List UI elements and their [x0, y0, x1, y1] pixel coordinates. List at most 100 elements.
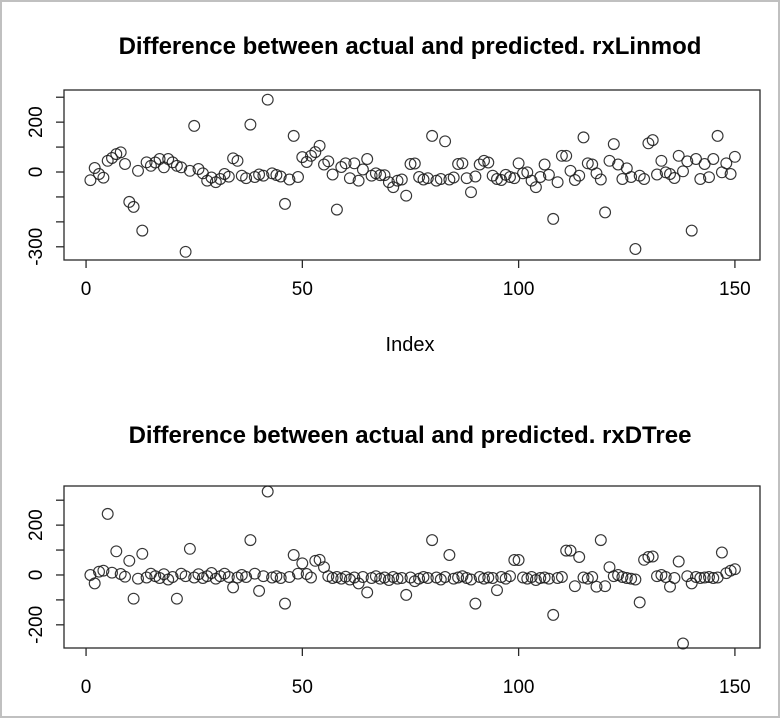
data-point: [343, 172, 356, 185]
data-point: [274, 572, 287, 584]
data-point: [374, 169, 387, 182]
data-point: [326, 168, 339, 181]
data-point: [110, 545, 123, 558]
data-point: [88, 577, 101, 590]
data-point: [227, 581, 240, 594]
data-point: [361, 153, 374, 165]
data-point: [677, 165, 689, 178]
data-point: [465, 573, 477, 586]
data-point: [703, 171, 715, 184]
data-point: [132, 572, 144, 585]
data-point: [257, 570, 270, 583]
data-point: [638, 173, 651, 185]
data-point: [573, 551, 586, 563]
data-point: [439, 135, 452, 148]
data-point: [491, 584, 503, 597]
data-point: [646, 134, 659, 147]
data-point: [287, 549, 300, 561]
data-point: [698, 571, 711, 584]
data-point: [292, 567, 304, 580]
data-point: [395, 572, 408, 584]
data-point: [309, 554, 322, 567]
data-point: [279, 597, 291, 610]
data-point: [720, 157, 733, 170]
x-tick-label: 50: [292, 677, 313, 698]
data-point: [352, 174, 365, 187]
data-point: [646, 550, 659, 563]
chart2-title: Difference between actual and predicted.…: [128, 422, 692, 449]
data-point: [348, 571, 361, 584]
data-point: [140, 571, 153, 584]
data-point: [153, 572, 166, 584]
x-tick-label: 50: [292, 279, 313, 300]
data-point: [175, 161, 188, 174]
data-point: [465, 186, 477, 199]
data-point: [348, 157, 361, 170]
data-point: [374, 572, 387, 585]
data-point: [568, 580, 581, 593]
plot-box: [63, 89, 761, 261]
y-tick-label: 0: [26, 167, 47, 178]
data-point: [703, 571, 715, 583]
chart1-x-axis-label: Index: [385, 334, 435, 356]
data-point: [287, 129, 300, 142]
x-tick-label: 150: [719, 677, 751, 698]
data-point: [283, 173, 296, 186]
data-point: [633, 596, 646, 609]
data-point: [183, 542, 196, 555]
data-point: [417, 571, 430, 583]
chart1-title: Difference between actual and predicted.…: [118, 33, 702, 60]
data-point: [93, 168, 105, 180]
x-tick-label: 100: [503, 677, 535, 698]
data-point: [668, 572, 681, 584]
data-point: [244, 118, 257, 131]
data-point: [599, 580, 612, 593]
data-point: [421, 172, 434, 185]
x-tick-label: 0: [81, 279, 92, 300]
data-point: [248, 567, 261, 580]
data-point: [560, 544, 573, 557]
data-point: [707, 572, 720, 584]
data-point: [728, 150, 741, 163]
data-point: [685, 224, 698, 237]
data-point: [222, 571, 235, 583]
data-point: [127, 592, 140, 605]
y-tick-label: -200: [26, 606, 47, 644]
data-point: [547, 212, 560, 225]
data-point: [447, 572, 460, 585]
data-point: [685, 577, 698, 590]
data-point: [136, 547, 149, 560]
data-point: [694, 173, 707, 185]
data-point: [542, 572, 555, 585]
data-point: [538, 571, 551, 584]
data-point: [664, 168, 676, 180]
data-point: [460, 172, 473, 185]
y-tick-label: 200: [26, 106, 47, 138]
data-point: [707, 153, 720, 165]
data-point: [625, 171, 638, 183]
data-point: [456, 157, 469, 170]
data-point: [681, 155, 694, 168]
data-point: [551, 572, 564, 584]
data-point: [594, 534, 607, 547]
data-point: [114, 146, 127, 159]
data-point: [313, 139, 326, 152]
data-point: [534, 171, 547, 183]
data-point: [447, 171, 460, 184]
data-point: [119, 158, 131, 170]
data-point: [404, 158, 417, 170]
data-point: [594, 173, 607, 186]
x-tick-label: 150: [719, 279, 751, 300]
data-point: [504, 570, 516, 583]
data-point: [555, 149, 568, 162]
data-point: [616, 571, 629, 583]
data-point: [88, 162, 101, 174]
data-point: [655, 154, 668, 167]
data-point: [395, 173, 408, 186]
data-point: [188, 571, 201, 584]
data-point: [724, 168, 737, 180]
data-point: [400, 189, 413, 202]
data-point: [426, 534, 439, 547]
data-point: [586, 571, 599, 583]
